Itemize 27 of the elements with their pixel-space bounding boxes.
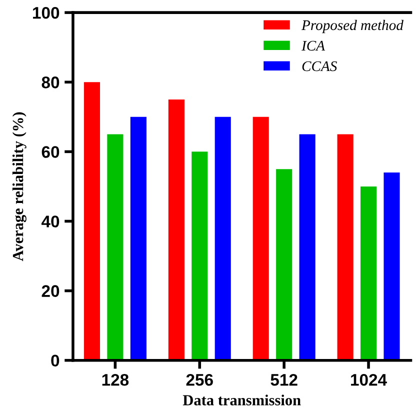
bar [107, 134, 124, 360]
bar [84, 82, 100, 360]
y-tick-label: 40 [41, 216, 60, 228]
legend-label: ICA [301, 40, 326, 51]
x-tick-label: 512 [270, 374, 298, 386]
y-tick-label: 0 [51, 354, 60, 367]
legend-label: Proposed method [301, 20, 404, 34]
y-axis-title: Average reliability (%) [12, 112, 26, 262]
bar [168, 100, 184, 360]
x-tick-label: 128 [102, 374, 129, 386]
bar [360, 186, 377, 360]
bar [299, 134, 316, 360]
y-tick-label: 80 [42, 76, 60, 88]
legend-label: CCAS [302, 61, 337, 72]
y-tick-label: 20 [42, 285, 60, 297]
x-tick-label: 1024 [351, 374, 387, 386]
x-tick-label: 256 [186, 374, 213, 386]
bar [384, 172, 400, 360]
bar [276, 169, 292, 360]
bar [130, 116, 146, 360]
x-axis-title: Data transmission [182, 394, 301, 406]
bar [192, 152, 208, 360]
bar [214, 116, 231, 360]
y-tick-label: 60 [42, 146, 60, 158]
y-tick-label: 100 [33, 6, 60, 19]
bar [337, 134, 354, 360]
bar [252, 116, 269, 360]
